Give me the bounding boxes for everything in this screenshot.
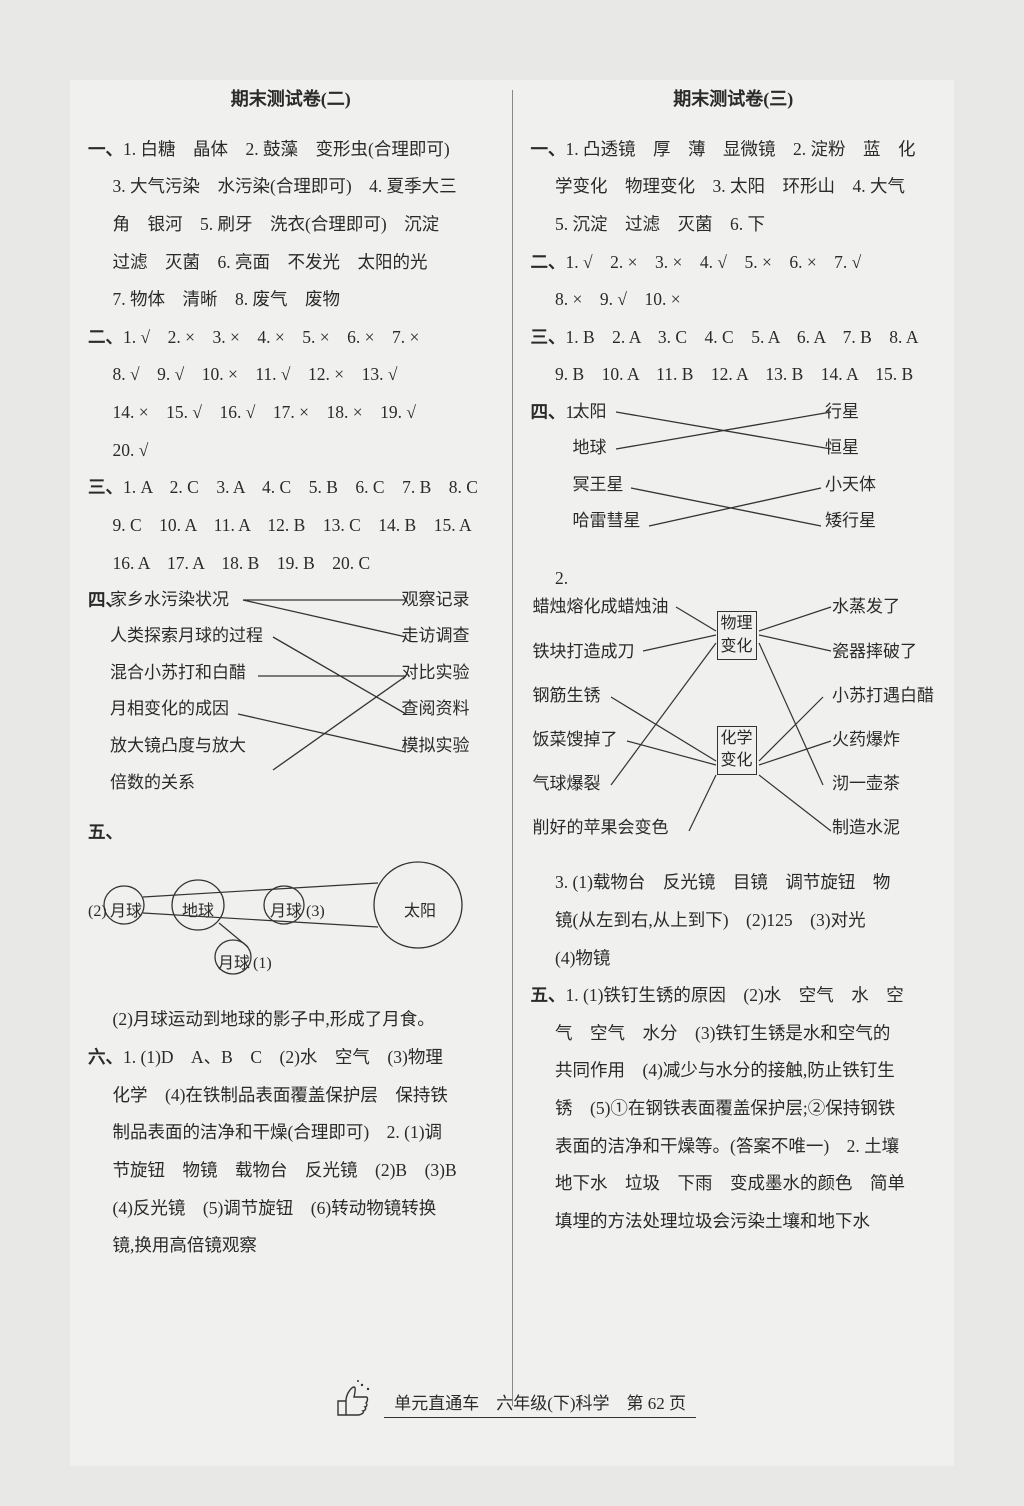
page-footer: 单元直通车 六年级(下)科学 第 62 页 [70,1383,954,1428]
l-s3-l2: 16. A 17. A 18. B 19. B 20. C [88,545,494,583]
d5-n8: (1) [253,947,272,981]
l-s1-l1: 3. 大气污染 水污染(合理即可) 4. 夏季大三 [88,168,494,206]
r-s1-l1: 学变化 物理变化 3. 太阳 环形山 4. 大气 [531,168,937,206]
r-s1-l0: 一、1. 凸透镜 厚 薄 显微镜 2. 淀粉 蓝 化 [531,131,937,169]
r-s5-l0: 五、1. (1)铁钉生锈的原因 (2)水 空气 水 空 [531,977,937,1015]
r-s4-q3-l2: (4)物镜 [531,940,937,978]
l-s2-l1: 8. √ 9. √ 10. × 11. √ 12. × 13. √ [88,356,494,394]
left-title: 期末测试卷(二) [88,80,494,119]
r-s5-l1: 气 空气 水分 (3)铁钉生锈是水和空气的 [531,1015,937,1053]
l-s6-prefix: 六、 [88,1047,123,1067]
l-s6-l3: 节旋钮 物镜 载物台 反光镜 (2)B (3)B [88,1152,494,1190]
r-match1-diagram: 太阳 地球 冥王星 哈雷彗星 行星 恒星 小天体 矮行星 [531,394,937,554]
r-m2-lines-icon [531,585,937,860]
l-s2-l2: 14. × 15. √ 16. √ 17. × 18. × 19. √ [88,394,494,432]
l-s6-l4: (4)反光镜 (5)调节旋钮 (6)转动物镜转换 [88,1190,494,1228]
l-s1-prefix: 一、 [88,139,123,159]
footer-text: 单元直通车 六年级(下)科学 第 62 页 [384,1389,696,1418]
right-column: 期末测试卷(三) 一、1. 凸透镜 厚 薄 显微镜 2. 淀粉 蓝 化 学变化 … [513,80,955,1466]
r-s5-prefix: 五、 [531,985,566,1005]
right-title: 期末测试卷(三) [531,80,937,119]
l-s1-l4: 7. 物体 清晰 8. 废气 废物 [88,281,494,319]
l-s5-prefix: 五、 [88,822,123,842]
d5-n6: 太阳 [404,895,436,929]
r-s3-prefix: 三、 [531,327,566,347]
r-s3-l0: 三、1. B 2. A 3. C 4. C 5. A 6. A 7. B 8. … [531,319,937,357]
d5-n5: (3) [306,895,325,929]
r-s3-l1: 9. B 10. A 11. B 12. A 13. B 14. A 15. B [531,356,937,394]
l-s6-l0: 六、1. (1)D A、B C (2)水 空气 (3)物理 [88,1039,494,1077]
eclipse-diagram: (2) 月球 地球 月球 (3) 太阳 月球 (1) [88,857,494,997]
r-match2-diagram: 蜡烛熔化成蜡烛油 铁块打造成刀 钢筋生锈 饭菜馊掉了 气球爆裂 削好的苹果会变色… [531,585,937,860]
l-s3-l0: 三、1. A 2. C 3. A 4. C 5. B 6. C 7. B 8. … [88,469,494,507]
r-s1-prefix: 一、 [531,139,566,159]
r-s5-l2: 共同作用 (4)减少与水分的接触,防止铁钉生 [531,1052,937,1090]
left-column: 期末测试卷(二) 一、1. 白糖 晶体 2. 鼓藻 变形虫(合理即可) 3. 大… [70,80,512,1466]
l-s1-l2: 角 银河 5. 刷牙 洗衣(合理即可) 沉淀 [88,206,494,244]
d5-n1: (2) [88,895,107,929]
r-s5-l4: 表面的洁净和干燥等。(答案不唯一) 2. 土壤 [531,1128,937,1166]
l-s6-l5: 镜,换用高倍镜观察 [88,1227,494,1265]
d5-n3: 地球 [182,895,214,929]
l-s1-l0: 一、1. 白糖 晶体 2. 鼓藻 变形虫(合理即可) [88,131,494,169]
r-s1-l2: 5. 沉淀 过滤 灭菌 6. 下 [531,206,937,244]
thumbs-up-icon [328,1379,374,1424]
r-s4-q3-l0: 3. (1)载物台 反光镜 目镜 调节旋钮 物 [531,864,937,902]
r-m1-lines-icon [531,394,937,554]
r-s2-prefix: 二、 [531,252,566,272]
page: 期末测试卷(二) 一、1. 白糖 晶体 2. 鼓藻 变形虫(合理即可) 3. 大… [70,80,954,1466]
r-s5-l5: 地下水 垃圾 下雨 变成墨水的颜色 简单 [531,1165,937,1203]
r-s5-l6: 填埋的方法处理垃圾会污染土壤和地下水 [531,1203,937,1241]
l-s3-prefix: 三、 [88,477,123,497]
l-s6-l1: 化学 (4)在铁制品表面覆盖保护层 保持铁 [88,1077,494,1115]
d5-n7: 月球 [218,947,250,981]
l-s5-head: 五、 [88,814,494,852]
l-s5-l2: (2)月球运动到地球的影子中,形成了月食。 [88,1001,494,1039]
r-s2-l0: 二、1. √ 2. × 3. × 4. √ 5. × 6. × 7. √ [531,244,937,282]
l-s2-prefix: 二、 [88,327,123,347]
l-s2-l3: 20. √ [88,432,494,470]
l-s1-l3: 过滤 灭菌 6. 亮面 不发光 太阳的光 [88,244,494,282]
r-s4-q3-l1: 镜(从左到右,从上到下) (2)125 (3)对光 [531,902,937,940]
d5-n2: 月球 [110,895,142,929]
r-s2-l1: 8. × 9. √ 10. × [531,281,937,319]
l-match-lines-icon [88,582,494,812]
l-s3-l1: 9. C 10. A 11. A 12. B 13. C 14. B 15. A [88,507,494,545]
r-s5-l3: 锈 (5)①在钢铁表面覆盖保护层;②保持钢铁 [531,1090,937,1128]
left-match-diagram: 家乡水污染状况 人类探索月球的过程 混合小苏打和白醋 月相变化的成因 放大镜凸度… [88,582,494,812]
d5-n4: 月球 [270,895,302,929]
l-s2-l0: 二、1. √ 2. × 3. × 4. × 5. × 6. × 7. × [88,319,494,357]
l-s6-l2: 制品表面的洁净和干燥(合理即可) 2. (1)调 [88,1114,494,1152]
